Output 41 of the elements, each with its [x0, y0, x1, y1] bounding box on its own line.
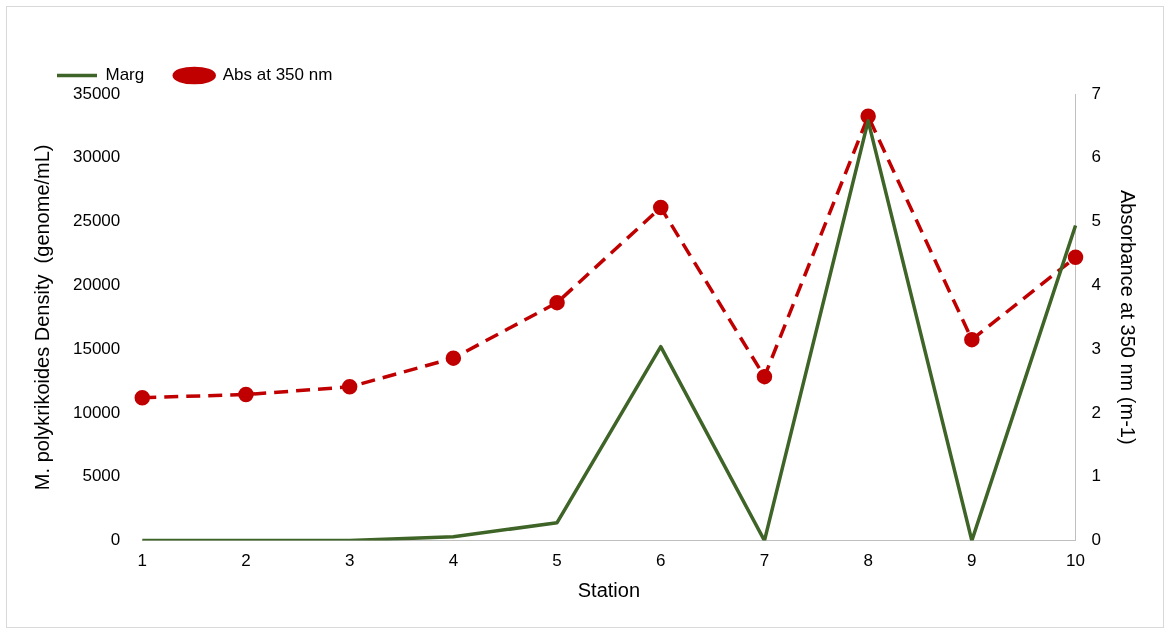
x-tick-label: 5 [552, 551, 562, 571]
x-tick-label: 9 [967, 551, 977, 571]
y2-tick-label: 4 [1091, 275, 1102, 295]
y-axis-title: M. polykrikoides Density (genome/mL) [30, 144, 53, 491]
x-tick-label: 1 [137, 551, 148, 571]
x-tick-label: 8 [863, 551, 873, 571]
y2-tick-label: 1 [1091, 466, 1102, 486]
point [756, 368, 773, 385]
x-tick-label: 3 [344, 551, 355, 571]
x-tick-label: 10 [1066, 551, 1086, 571]
x-axis-title: Station [577, 578, 641, 601]
point [134, 389, 151, 406]
point [860, 108, 876, 125]
x-tick-label: 7 [759, 551, 770, 571]
y2-tick-label: 0 [1091, 530, 1102, 550]
point [549, 294, 565, 311]
point [341, 379, 358, 395]
y2-tick-label: 7 [1091, 83, 1102, 103]
x-tick-label: 4 [448, 551, 459, 571]
y-tick-label: 0 [110, 530, 121, 550]
y-tick-label: 25000 [72, 211, 121, 231]
y-tick-label: 20000 [72, 275, 121, 295]
y2-axis-title: Absorbance at 350 nm (m-1) [1117, 190, 1140, 445]
y2-tick-label: 3 [1091, 338, 1102, 358]
x-tick-label: 6 [656, 551, 666, 571]
y2-tick-label: 5 [1091, 211, 1102, 231]
y-tick-label: 35000 [72, 83, 121, 103]
point [445, 350, 462, 366]
point [653, 199, 669, 216]
point [1067, 249, 1084, 266]
y2-tick-label: 6 [1091, 147, 1102, 167]
x-tick-label: 2 [241, 551, 251, 571]
point [238, 386, 254, 403]
y-tick-label: 10000 [72, 402, 121, 422]
y-tick-label: 30000 [72, 147, 121, 167]
y-tick-label: 5000 [82, 466, 121, 486]
y-tick-label: 15000 [72, 338, 121, 358]
y2-tick-label: 2 [1091, 402, 1102, 422]
legend-label: Marg [105, 65, 145, 85]
legend-label: Abs at 350 nm [222, 65, 333, 85]
point [964, 331, 980, 348]
